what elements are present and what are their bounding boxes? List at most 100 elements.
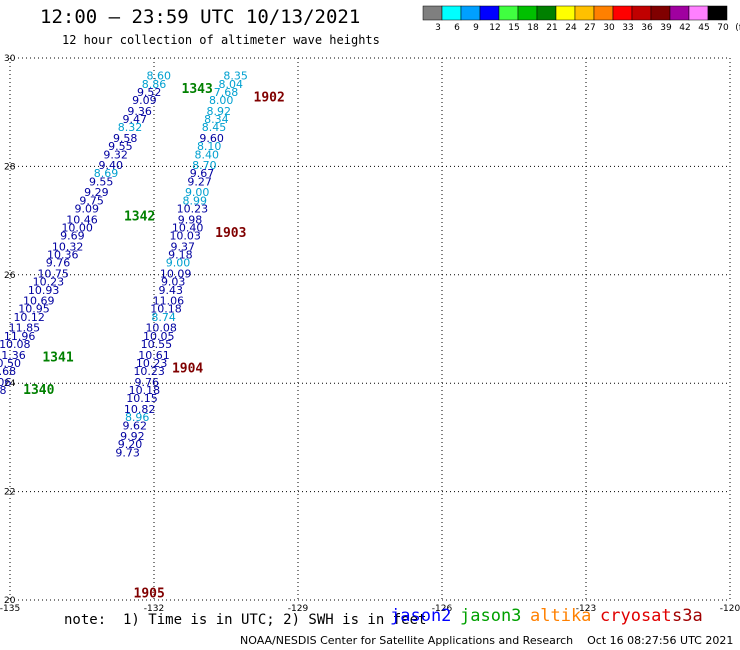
y-tick-label: 26 [4, 271, 16, 281]
chart-title: 12:00 – 23:59 UTC 10/13/2021 [40, 6, 361, 28]
wave-height-point: 11.06 [153, 295, 185, 308]
wave-height-point: 9.27 [187, 175, 212, 188]
wave-height-point: 10.15 [126, 392, 158, 405]
wave-height-point: 9.09 [75, 202, 100, 215]
pass-labels: 1343 1902 1342 1903 1341 1340 1904 1905 [23, 82, 285, 601]
wave-height-point: 9.47 [123, 113, 148, 126]
x-tick-label: -120 [720, 604, 740, 614]
wave-height-point: 10.32 [52, 240, 84, 253]
wave-height-point: 10.23 [133, 365, 165, 378]
y-tick-label: 30 [4, 54, 16, 64]
wave-height-point: 9.09 [132, 94, 157, 107]
wave-height-point: 10.18 [129, 384, 161, 397]
y-tick-label: 24 [4, 379, 16, 389]
x-tick-label: -126 [432, 604, 453, 614]
legend-swatch [650, 5, 671, 21]
wave-height-point: 8.99 [183, 194, 208, 207]
legend-swatch [555, 5, 576, 21]
wave-height-point: 10.93 [28, 284, 60, 297]
wave-height-point: 9.37 [171, 240, 196, 253]
wave-height-point: 9.00 [166, 257, 191, 270]
legend-swatch [707, 5, 728, 21]
satellite-jason3: jason3 [460, 606, 522, 626]
legend-label: 45 [698, 23, 709, 33]
legend-swatch [688, 5, 709, 21]
legend-label: (ft) [735, 23, 740, 33]
wave-height-point: 8.04 [219, 78, 244, 91]
wave-height-point: 8.34 [204, 113, 229, 126]
wave-height-point: 10.18 [150, 303, 182, 316]
wave-height-point: 11.06 [0, 376, 11, 389]
legend-swatch [536, 5, 557, 21]
x-tick-label: -123 [576, 604, 596, 614]
wave-height-point: 8.86 [142, 78, 167, 91]
legend-label: 15 [508, 23, 519, 33]
pass-number-label: 1342 [124, 210, 155, 225]
wave-height-point: 10.23 [177, 202, 209, 215]
wave-height-point: 9.32 [103, 148, 128, 161]
chart-subtitle: 12 hour collection of altimeter wave hei… [62, 33, 380, 47]
x-tick-label: -129 [288, 604, 309, 614]
legend-label: 33 [622, 23, 633, 33]
y-tick-label: 22 [4, 488, 15, 498]
wave-height-point: 9.62 [123, 419, 148, 432]
wave-height-point: 9.18 [168, 249, 193, 262]
wave-height-point: 10.40 [172, 221, 204, 234]
wave-height-point: 10.09 [160, 268, 192, 281]
legend-swatch [460, 5, 481, 21]
wave-height-point: 11.36 [0, 349, 26, 362]
wave-height-point: 9.29 [84, 186, 109, 199]
legend-swatch [631, 5, 652, 21]
wave-height-point: 10.55 [141, 338, 173, 351]
wave-height-point: 9.40 [99, 159, 124, 172]
legend-swatch [441, 5, 462, 21]
wave-height-point: 10.05 [143, 330, 175, 343]
pass-number-label: 1903 [215, 226, 246, 241]
wave-height-point: 8.32 [118, 121, 143, 134]
wave-height-point: 10.36 [47, 249, 79, 262]
wave-height-point: 10.00 [61, 221, 93, 234]
wave-height-point: 10.46 [66, 213, 98, 226]
x-tick-label: -135 [0, 604, 20, 614]
wave-height-point: 9.69 [60, 230, 85, 243]
wave-height-point: 9.76 [46, 257, 71, 270]
wave-height-point: 10.23 [33, 276, 65, 289]
wave-height-point: 8.60 [147, 70, 172, 83]
wave-height-point: 9.67 [190, 167, 215, 180]
legend-swatch [612, 5, 633, 21]
satellite-altika: altika [530, 606, 592, 626]
wave-height-point: 11.96 [4, 330, 36, 343]
legend-label: 70 [717, 23, 729, 33]
wave-height-point: 8.35 [223, 70, 248, 83]
legend-label: 6 [454, 23, 460, 33]
wave-height-point: 10.75 [37, 268, 69, 281]
footnote-text: note: 1) Time is in UTC; 2) SWH is in fe… [64, 612, 427, 628]
pass-number-label: 1343 [182, 82, 213, 97]
legend-label: 3 [435, 23, 441, 33]
pass-number-label: 1902 [254, 90, 285, 105]
wave-height-point: 10.08 [0, 338, 31, 351]
wave-height-point: 10.50 [0, 357, 21, 370]
legend-swatch [517, 5, 538, 21]
pass-number-label: 1340 [23, 383, 54, 398]
legend-swatch [479, 5, 500, 21]
wave-height-point: 9.00 [185, 186, 210, 199]
wave-height-point: 9.60 [199, 132, 224, 145]
wave-height-point: 10.03 [169, 230, 201, 243]
wave-height-point: 9.36 [127, 105, 152, 118]
wave-height-point: 9.03 [161, 276, 186, 289]
wave-height-point: 9.73 [115, 446, 140, 459]
legend-label: 30 [603, 23, 615, 33]
wave-height-values: 8.608.869.529.099.369.478.329.589.559.32… [0, 70, 248, 460]
wave-height-point: 10.12 [13, 311, 45, 324]
wave-height-point: 10.61 [138, 349, 170, 362]
legend-swatch [574, 5, 595, 21]
wave-height-point: 8.92 [207, 105, 232, 118]
legend-label: 36 [641, 23, 653, 33]
wave-height-point: 9.52 [137, 86, 162, 99]
wave-height-point: 9.75 [79, 194, 104, 207]
x-tick-label: -132 [144, 604, 164, 614]
legend-label: 21 [546, 23, 557, 33]
